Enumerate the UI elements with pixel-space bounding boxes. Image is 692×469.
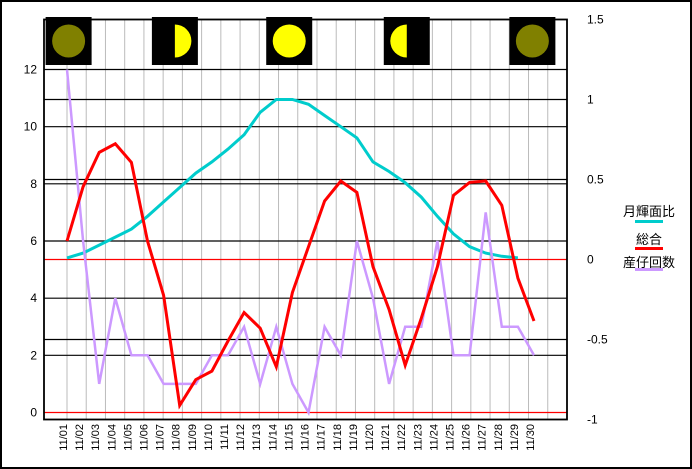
x-axis-label: 11/25	[445, 424, 457, 451]
x-axis-label: 11/07	[155, 424, 167, 451]
x-axis-label: 11/23	[412, 424, 424, 451]
left-axis-tick-label: 8	[30, 177, 37, 191]
left-axis-tick-label: 2	[30, 348, 37, 362]
x-axis-label: 11/16	[300, 424, 312, 451]
right-axis-tick-label: 1.5	[587, 13, 604, 27]
moon-new-icon	[515, 24, 549, 58]
left-axis-tick-label: 12	[24, 63, 38, 77]
right-axis-tick-label: 0.5	[587, 173, 604, 187]
x-axis-label: 11/02	[74, 424, 86, 451]
legend-line-total	[635, 247, 663, 250]
x-axis-label: 11/08	[171, 424, 183, 451]
right-axis-tick-label: -0.5	[587, 333, 608, 347]
moon-last-quarter-icon	[390, 24, 407, 58]
left-axis-tick-label: 4	[30, 291, 37, 305]
legend-label-birth-count: 産仔回数	[622, 255, 675, 270]
right-axis-tick-label: 1	[587, 93, 594, 107]
x-axis-label: 11/14	[267, 424, 279, 451]
x-axis-label: 11/17	[316, 424, 328, 451]
x-axis-label: 11/19	[348, 424, 360, 451]
x-axis-label: 11/26	[461, 424, 473, 451]
moon-full-icon	[272, 24, 306, 58]
x-axis-label: 11/06	[139, 424, 151, 451]
x-axis-label: 11/15	[283, 424, 295, 451]
x-axis-label: 11/12	[235, 424, 247, 451]
x-axis-label: 11/11	[219, 424, 231, 450]
right-axis-tick-label: -1	[587, 413, 598, 427]
legend-label-moon-illumination: 月輝面比	[622, 204, 675, 219]
series-line-birth-count	[65, 69, 536, 417]
x-axis-label: 11/20	[364, 424, 376, 451]
right-axis-tick-label: 0	[587, 253, 594, 267]
x-axis-label: 11/29	[509, 424, 521, 451]
x-axis-label: 11/22	[396, 424, 408, 451]
x-axis-label: 11/01	[58, 424, 70, 451]
x-axis-label: 11/05	[122, 424, 134, 451]
x-axis-label: 11/27	[477, 424, 489, 451]
moon-first-quarter-icon	[174, 24, 192, 58]
x-axis-label: 11/28	[493, 424, 505, 451]
legend-label-total: 総合	[635, 232, 662, 247]
left-axis-tick-label: 10	[24, 120, 38, 134]
x-axis-label: 11/04	[106, 424, 118, 451]
x-axis-label: 11/24	[428, 424, 440, 451]
x-axis-label: 11/10	[203, 424, 215, 451]
x-axis-label: 11/03	[90, 424, 102, 451]
x-axis-label: 11/13	[251, 424, 263, 451]
x-axis-label: 11/18	[332, 424, 344, 451]
legend-line-moon-illumination	[635, 220, 663, 223]
left-axis-tick-label: 0	[30, 406, 37, 420]
x-axis-label: 11/21	[380, 424, 392, 451]
legend-line-birth-count	[635, 268, 663, 271]
moon-new-icon	[52, 24, 86, 58]
x-axis-label: 11/09	[187, 424, 199, 451]
series-line-total	[65, 141, 536, 410]
left-axis-tick-label: 6	[30, 234, 37, 248]
x-axis-label: 11/30	[525, 424, 537, 451]
